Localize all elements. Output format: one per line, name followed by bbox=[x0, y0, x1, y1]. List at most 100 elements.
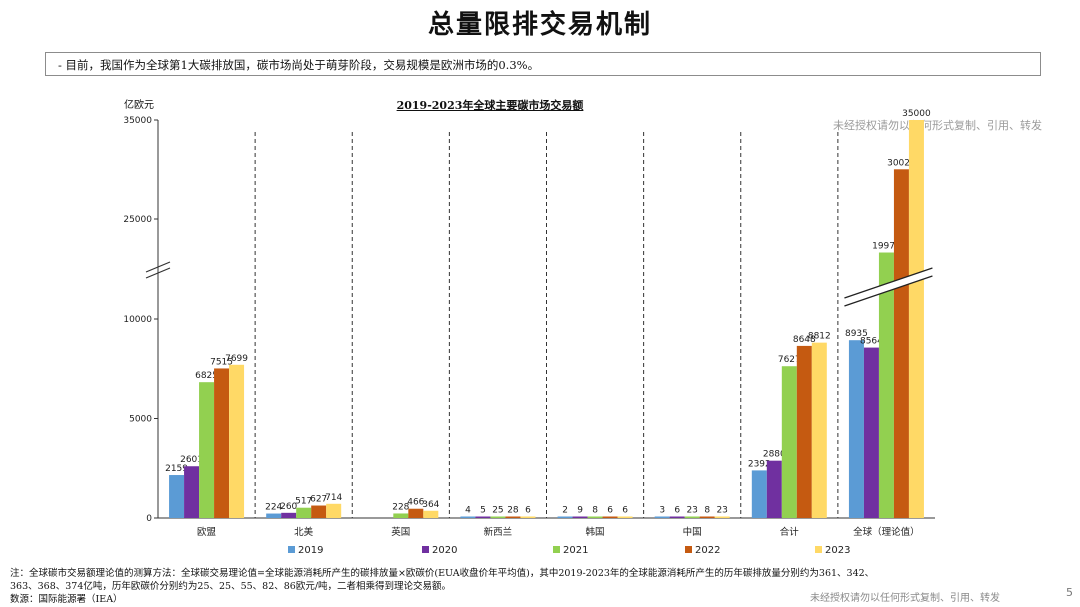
data-label: 2159 bbox=[165, 464, 188, 474]
data-label: 627 bbox=[310, 495, 327, 505]
bar bbox=[184, 466, 200, 518]
bar bbox=[893, 169, 909, 518]
x-tick-label: 韩国 bbox=[586, 526, 605, 538]
legend-label: 2019 bbox=[298, 545, 323, 556]
bar bbox=[654, 516, 670, 518]
data-label: 2880 bbox=[763, 450, 786, 460]
data-label: 23 bbox=[686, 506, 697, 516]
footer-watermark: 未经授权请勿以任何形式复制、引用、转发 bbox=[810, 593, 1000, 604]
data-label: 228 bbox=[392, 502, 409, 512]
bar bbox=[848, 340, 864, 518]
bar bbox=[520, 516, 536, 518]
data-label: 4 bbox=[465, 506, 471, 516]
x-tick-label: 合计 bbox=[780, 526, 800, 538]
legend-swatch bbox=[815, 546, 822, 553]
data-label: 466 bbox=[407, 498, 424, 508]
bar bbox=[475, 516, 491, 518]
footnote-line-2: 363、368、374亿吨，历年欧碳价分别约为25、25、55、82、86欧元/… bbox=[10, 581, 452, 592]
bar bbox=[699, 516, 715, 518]
y-axis-unit: 亿欧元 bbox=[124, 100, 154, 111]
bar bbox=[878, 252, 894, 518]
footnote-line-1: 注：全球碳市交易额理论值的测算方法：全球碳交易理论值=全球能源消耗所产生的碳排放… bbox=[10, 568, 875, 579]
legend-swatch bbox=[685, 546, 692, 553]
data-label: 7627 bbox=[778, 355, 801, 365]
data-label: 5 bbox=[480, 506, 486, 516]
data-label: 3 bbox=[659, 506, 665, 516]
data-label: 25 bbox=[492, 506, 503, 516]
bar-break-mark bbox=[844, 267, 933, 299]
bar bbox=[796, 345, 812, 518]
legend-label: 2022 bbox=[695, 545, 720, 556]
y-tick-label: 10000 bbox=[123, 315, 152, 325]
bar bbox=[408, 508, 424, 518]
data-label: 30021 bbox=[887, 158, 916, 168]
data-label: 260 bbox=[280, 502, 297, 512]
chart-title: 2019-2023年全球主要碳市场交易额 bbox=[396, 99, 584, 112]
bar bbox=[169, 475, 185, 518]
data-label: 6 bbox=[674, 506, 680, 516]
bar bbox=[766, 460, 782, 518]
data-label: 517 bbox=[295, 497, 312, 507]
data-label: 23 bbox=[716, 506, 727, 516]
bar bbox=[460, 516, 476, 518]
bar bbox=[229, 364, 245, 518]
bar bbox=[423, 510, 439, 518]
data-label: 6 bbox=[622, 506, 628, 516]
data-label: 8564 bbox=[860, 337, 883, 347]
data-label: 2601 bbox=[180, 455, 203, 465]
data-label: 6 bbox=[607, 506, 613, 516]
y-tick-label: 5000 bbox=[129, 415, 152, 425]
source-note: 数源：国际能源署（IEA） bbox=[10, 594, 123, 605]
data-label: 6 bbox=[525, 506, 531, 516]
data-label: 9 bbox=[577, 506, 583, 516]
bar bbox=[490, 516, 506, 518]
legend-swatch bbox=[553, 546, 560, 553]
bar-break-mark bbox=[844, 275, 933, 307]
data-label: 8812 bbox=[808, 332, 831, 342]
bar bbox=[266, 513, 282, 518]
data-label: 224 bbox=[265, 503, 282, 513]
bar-break-gap bbox=[844, 268, 933, 306]
axis-break-mark bbox=[145, 267, 171, 279]
summary-note: - 目前，我国作为全球第1大碳排放国，碳市场尚处于萌芽阶段，交易规模是欧洲市场的… bbox=[45, 52, 1041, 76]
bar bbox=[281, 512, 297, 518]
data-label: 28 bbox=[507, 506, 519, 516]
x-tick-label: 新西兰 bbox=[484, 526, 513, 538]
bar bbox=[684, 516, 700, 518]
bar bbox=[572, 516, 588, 518]
x-tick-label: 英国 bbox=[391, 526, 410, 538]
bar bbox=[311, 505, 327, 518]
y-tick-label: 0 bbox=[146, 514, 152, 524]
x-tick-label: 北美 bbox=[294, 526, 314, 538]
bar bbox=[557, 516, 573, 518]
page-title: 总量限排交易机制 bbox=[427, 10, 652, 40]
y-tick-label: 25000 bbox=[123, 215, 152, 225]
legend-swatch bbox=[288, 546, 295, 553]
bar bbox=[811, 342, 827, 518]
watermark: 未经授权请勿以任何形式复制、引用、转发 bbox=[833, 119, 1042, 132]
data-label: 6825 bbox=[195, 371, 218, 381]
bar bbox=[669, 516, 685, 518]
bar bbox=[199, 382, 215, 518]
x-tick-label: 欧盟 bbox=[197, 526, 217, 538]
bar bbox=[617, 516, 633, 518]
page-number: 5 bbox=[1066, 586, 1073, 599]
bar bbox=[326, 503, 342, 518]
bar bbox=[214, 368, 230, 518]
data-label: 35000 bbox=[902, 109, 931, 119]
data-label: 7515 bbox=[210, 357, 233, 367]
bar bbox=[393, 513, 409, 518]
data-label: 8 bbox=[592, 506, 598, 516]
bar bbox=[781, 366, 797, 518]
data-label: 19972 bbox=[872, 242, 901, 252]
legend-label: 2021 bbox=[563, 545, 588, 556]
data-label: 364 bbox=[422, 500, 439, 510]
legend-label: 2023 bbox=[825, 545, 850, 556]
data-label: 2 bbox=[562, 506, 568, 516]
bar bbox=[587, 516, 603, 518]
data-label: 714 bbox=[325, 493, 342, 503]
bar bbox=[714, 516, 730, 518]
data-label: 8648 bbox=[793, 335, 816, 345]
axis-break-mark bbox=[145, 261, 171, 273]
